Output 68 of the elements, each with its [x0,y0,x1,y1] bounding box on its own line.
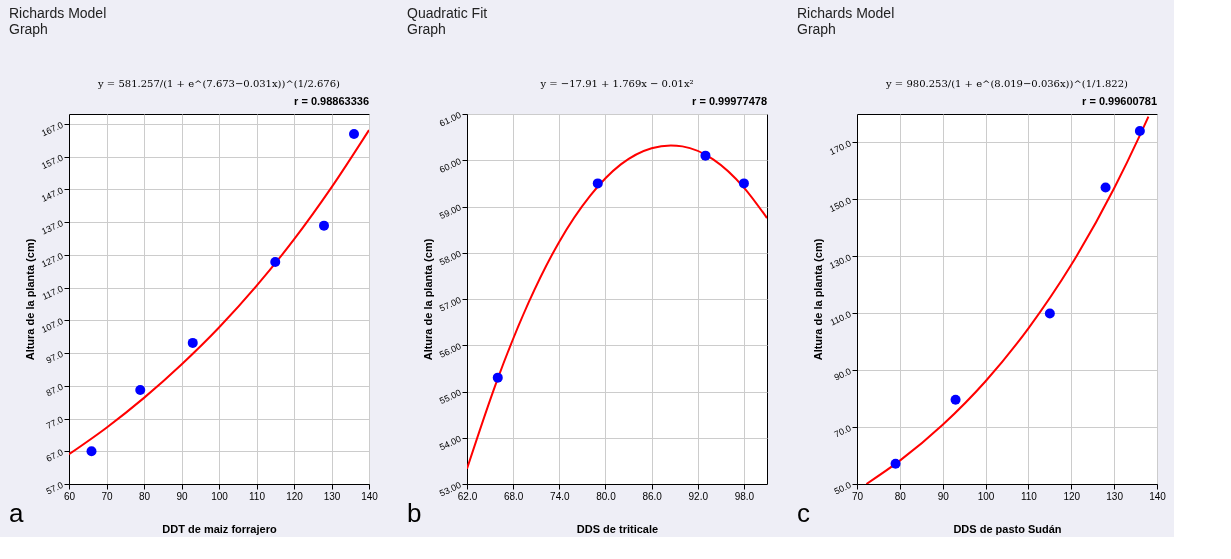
x-tick-label: 130 [323,490,341,502]
x-tick-label: 86.0 [642,490,663,502]
text: r = 0.98863336 [294,95,369,107]
text: b [407,498,422,528]
y-tick-label: 157.0 [39,152,65,172]
x-axis-title: DDT de maiz forrajero [162,522,277,535]
x-tick-label: 120 [1063,490,1081,502]
chart-title: Richards Model Graph [9,5,107,37]
y-tick-label: 54.00 [437,433,463,453]
y-tick-label: 137.0 [39,218,65,237]
x-tick-label: 140 [361,490,379,502]
y-tick-label: 58.00 [437,248,463,268]
chart-title: Quadratic Fit Graph [407,5,488,37]
x-tick-label: 68.0 [503,490,524,502]
x-tick-label: 74.0 [550,490,570,502]
x-tick-label: 80 [894,490,907,502]
y-tick-label: 55.00 [437,387,463,407]
x-tick-label: 70 [101,490,113,502]
y-tick-label: 147.0 [39,185,65,204]
y-axis-title: Altura de la planta (cm) [422,238,435,361]
y-tick-label: 67.0 [44,447,65,464]
text: r = 0.99977478 [692,95,767,107]
y-tick-label: 77.0 [44,414,65,431]
y-tick-label: 57.00 [437,294,463,314]
text: c [797,498,810,528]
y-tick-label: 110.0 [828,309,853,328]
text: r = 0.99600781 [1082,95,1157,107]
text: y = 980.253/(1 + e^(8.019−0.036x))^(1/1.822) [885,78,1129,89]
x-axis-title: DDS de pasto Sudán [953,522,1062,535]
y-tick-label: 70.0 [832,423,853,440]
y-tick-label: 57.0 [44,479,65,497]
y-tick-label: 130.0 [827,252,853,271]
x-tick-label: 110 [249,490,266,502]
x-tick-label: 98.0 [734,490,755,502]
y-axis-title: Altura de la planta (cm) [24,238,37,361]
y-tick-label: 117.0 [40,283,65,302]
x-tick-label: 120 [286,490,304,502]
text: y = −17.91 + 1.769x − 0.01x² [539,78,694,89]
x-tick-label: 100 [211,490,229,502]
y-tick-label: 87.0 [44,381,65,399]
chart-title: Richards Model Graph [797,5,895,37]
y-tick-label: 60.00 [437,156,463,175]
x-tick-label: 100 [977,490,995,502]
y-tick-label: 107.0 [39,316,65,335]
x-tick-label: 80 [138,490,151,502]
x-axis-title: DDS de triticale [576,522,659,535]
x-tick-label: 140 [1149,490,1167,502]
y-tick-label: 167.0 [39,119,65,139]
y-tick-label: 61.00 [437,109,463,129]
x-tick-label: 60 [63,490,76,502]
x-tick-label: 90 [937,490,950,502]
x-tick-label: 130 [1106,490,1124,502]
y-tick-label: 97.0 [44,348,65,366]
y-axis-title: Altura de la planta (cm) [812,238,825,361]
x-tick-label: 90 [176,490,188,502]
text: a [9,498,24,528]
text: y = 581.257/(1 + e^(7.673−0.031x))^(1/2.676) [97,78,341,89]
y-tick-label: 170.0 [827,138,853,158]
x-tick-label: 110 [1020,490,1038,502]
y-tick-label: 150.0 [827,195,853,214]
y-tick-label: 50.0 [832,479,853,497]
y-tick-label: 59.00 [437,202,463,222]
x-tick-label: 92.0 [688,490,709,502]
y-tick-label: 127.0 [39,250,65,270]
y-tick-label: 90.0 [832,366,853,383]
x-tick-label: 70 [851,490,864,502]
y-tick-label: 56.00 [437,341,463,360]
x-tick-label: 80.0 [596,490,617,502]
